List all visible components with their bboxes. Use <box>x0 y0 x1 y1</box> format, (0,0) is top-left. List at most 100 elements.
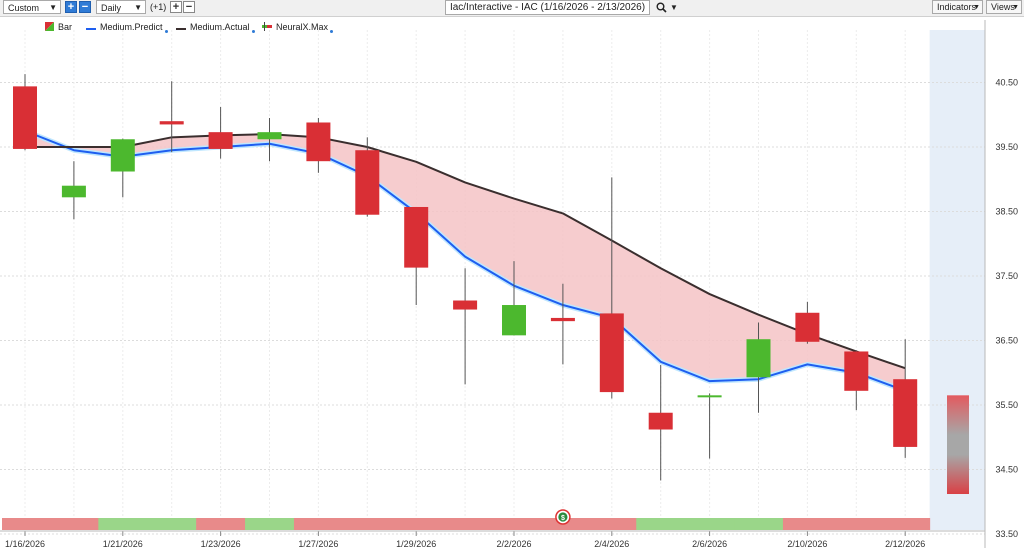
toolbar: Custom ▼ + − Daily ▼ (+1) + − Iac/Interact… <box>0 0 1024 17</box>
candle-body <box>453 300 478 310</box>
candle-body <box>746 339 771 378</box>
y-tick-label: 39.50 <box>995 142 1018 152</box>
y-tick-label: 38.50 <box>995 207 1018 217</box>
y-tick-label: 40.50 <box>995 78 1018 88</box>
interval-select-value: Daily <box>101 3 122 13</box>
indicators-button[interactable]: Indicators ▼ <box>932 0 983 14</box>
candle-body <box>13 86 37 149</box>
candle-body <box>61 185 86 198</box>
search-icon[interactable] <box>656 0 667 18</box>
zoom-out-button[interactable]: − <box>79 1 91 13</box>
neuralx-band-segment <box>196 518 246 530</box>
y-tick-label: 33.50 <box>995 529 1018 539</box>
offset-minus-button[interactable]: − <box>183 1 195 13</box>
chevron-down-icon[interactable]: ▼ <box>670 3 678 12</box>
neuralx-band-segment <box>880 518 931 530</box>
y-tick-label: 35.50 <box>995 400 1018 410</box>
legend-label: Medium.Predict <box>100 22 163 32</box>
neuralx-band-segment <box>440 518 491 530</box>
offset-label: (+1) <box>150 2 167 12</box>
medium-actual-line <box>25 133 906 370</box>
candle-body <box>795 312 820 342</box>
candle-body <box>355 150 380 215</box>
neuralx-band-segment <box>636 518 686 530</box>
y-tick-label: 36.50 <box>995 336 1018 346</box>
views-button[interactable]: Views ▼ <box>986 0 1022 14</box>
x-tick-label: 2/6/2026 <box>692 539 727 549</box>
offset-plus-button[interactable]: + <box>170 1 182 13</box>
bar-legend-icon <box>262 22 272 33</box>
neuralx-band-segment <box>98 518 148 530</box>
legend-neuralx-max[interactable]: NeuralX.Max <box>262 22 334 34</box>
views-label: Views <box>991 2 1015 12</box>
range-select-value: Custom <box>8 3 40 13</box>
legend-medium-predict[interactable]: Medium.Predict <box>86 22 168 33</box>
neuralx-band-segment <box>49 518 99 530</box>
candle-body <box>257 132 282 140</box>
legend-label: NeuralX.Max <box>276 22 329 32</box>
medium-predict-glow <box>24 128 907 394</box>
x-tick-label: 1/23/2026 <box>201 539 241 549</box>
settings-dot-icon[interactable] <box>164 29 168 33</box>
neuralx-band-segment <box>147 518 197 530</box>
legend-label: Medium.Actual <box>190 22 250 32</box>
neuralx-band-segment <box>831 518 882 530</box>
candle-body <box>697 395 722 398</box>
medium-predict-line <box>24 129 906 392</box>
neuralx-band-segment <box>391 518 442 530</box>
neuralx-band-segment <box>342 518 393 530</box>
candle-body <box>648 412 673 430</box>
neuralx-band-segment <box>538 518 588 530</box>
y-tick-label: 34.50 <box>995 465 1018 475</box>
chevron-down-icon: ▼ <box>973 4 980 11</box>
candle-body <box>550 317 575 322</box>
line-legend-icon <box>86 23 96 33</box>
candle-body <box>404 206 429 268</box>
chevron-down-icon: ▼ <box>49 3 57 12</box>
candle-body <box>306 122 331 162</box>
x-tick-label: 1/21/2026 <box>103 539 143 549</box>
candle-body <box>110 139 135 172</box>
neuralx-band-segment <box>685 518 735 530</box>
neuralx-band-segment <box>245 518 295 530</box>
candle-body <box>599 313 624 393</box>
y-tick-label: 37.50 <box>995 271 1018 281</box>
dollar-marker-core <box>558 512 568 522</box>
neuralx-band-segment <box>782 518 833 530</box>
chevron-down-icon: ▼ <box>134 3 142 12</box>
predict-actual-fill <box>25 130 906 391</box>
dollar-marker-glyph: $ <box>561 515 565 522</box>
settings-dot-icon[interactable] <box>330 30 334 34</box>
neuralx-band-segment <box>734 518 784 530</box>
legend-medium-actual[interactable]: Medium.Actual <box>176 22 255 33</box>
candle-body <box>208 132 233 149</box>
legend-bar[interactable]: Bar <box>45 22 72 33</box>
symbol-title[interactable]: Iac/Interactive - IAC (1/16/2026 - 2/13/… <box>445 0 650 15</box>
candle-body <box>502 305 526 336</box>
interval-select[interactable]: Daily ▼ <box>96 0 146 14</box>
range-select[interactable]: Custom ▼ <box>3 0 61 14</box>
settings-dot-icon[interactable] <box>251 29 255 33</box>
chevron-down-icon: ▼ <box>1012 4 1019 11</box>
x-tick-label: 1/16/2026 <box>5 539 45 549</box>
legend-label: Bar <box>58 22 73 32</box>
dollar-marker-ring <box>555 509 571 525</box>
zoom-in-button[interactable]: + <box>65 1 77 13</box>
bar-legend-icon <box>45 22 54 33</box>
dollar-marker-icon: $ <box>555 509 571 525</box>
x-tick-label: 2/12/2026 <box>885 539 925 549</box>
neuralx-band-segment <box>2 518 50 530</box>
neuralx-band-segment <box>489 518 539 530</box>
x-tick-label: 2/10/2026 <box>787 539 827 549</box>
x-tick-label: 1/27/2026 <box>298 539 338 549</box>
indicators-label: Indicators <box>937 2 977 12</box>
x-tick-label: 1/29/2026 <box>396 539 436 549</box>
neuralx-band-segment <box>587 518 637 530</box>
forecast-range-box <box>947 395 969 495</box>
neuralx-band-segment <box>293 518 344 530</box>
x-tick-label: 2/2/2026 <box>496 539 531 549</box>
x-tick-label: 2/4/2026 <box>594 539 629 549</box>
candle-body <box>159 121 184 125</box>
future-panel <box>929 30 985 530</box>
